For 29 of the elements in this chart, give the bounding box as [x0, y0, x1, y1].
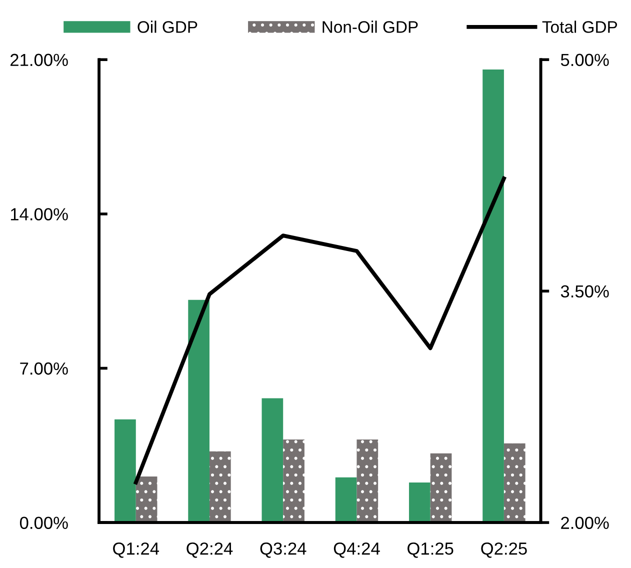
bar — [430, 453, 452, 523]
line-series — [134, 176, 506, 484]
x-tick-label: Q2:24 — [186, 542, 233, 558]
y2-tick-label: 2.00% — [561, 516, 609, 530]
y-tick-label: 7.00% — [20, 362, 68, 375]
bar — [262, 398, 284, 523]
bar — [356, 439, 378, 523]
bar — [482, 70, 504, 523]
y2-tick-label: 5.00% — [560, 54, 609, 66]
bar — [209, 451, 231, 523]
bar — [408, 482, 430, 523]
bar — [136, 476, 158, 523]
legend-label: Total GDP — [542, 20, 618, 33]
bar — [188, 300, 210, 523]
x-tick-label: Q4:24 — [334, 542, 380, 558]
bar — [335, 477, 357, 523]
y2-tick-label: 3.50% — [560, 285, 609, 298]
bar — [283, 439, 304, 523]
bar — [114, 419, 136, 523]
legend-label: Non-Oil GDP — [322, 20, 418, 33]
x-tick-label: Q1:24 — [113, 542, 160, 558]
y-tick-label: 21.00% — [10, 54, 68, 66]
x-tick-label: Q1:25 — [408, 542, 454, 558]
x-tick-label: Q2:25 — [481, 542, 527, 558]
y-tick-label: 0.00% — [20, 516, 68, 530]
legend-label: Oil GDP — [138, 20, 198, 33]
x-tick-label: Q3:24 — [260, 542, 306, 558]
y-tick-label: 14.00% — [10, 208, 68, 220]
bar — [504, 443, 526, 523]
